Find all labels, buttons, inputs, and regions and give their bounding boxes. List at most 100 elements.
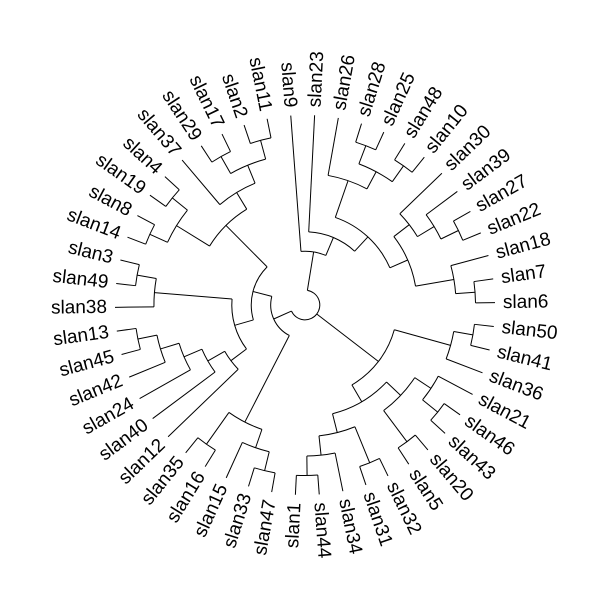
dendrogram-branch xyxy=(366,171,377,190)
dendrogram-branch xyxy=(291,289,321,321)
dendrogram-branch xyxy=(359,457,380,468)
dendrogram-branch xyxy=(121,348,141,355)
dendrogram-branch xyxy=(450,255,489,267)
leaf-label: slan38 xyxy=(51,297,107,319)
dendrogram-branch xyxy=(228,412,263,430)
dendrogram-branch xyxy=(120,259,140,266)
leaf-label: slan26 xyxy=(329,53,359,112)
dendrogram-branch xyxy=(430,419,446,434)
dendrogram-branch xyxy=(358,145,367,165)
dendrogram-branch xyxy=(470,324,475,346)
dendrogram-branch xyxy=(386,381,401,396)
dendrogram-branch xyxy=(393,224,410,237)
dendrogram-branch xyxy=(422,399,439,413)
dendrogram-branch xyxy=(394,143,406,161)
dendrogram-branch xyxy=(176,225,210,247)
dendrogram-branch xyxy=(383,410,408,443)
dendrogram-branch xyxy=(355,123,362,143)
dendrogram-branch xyxy=(474,323,494,328)
dendrogram-branch xyxy=(254,467,276,474)
dendrogram-branch xyxy=(470,344,490,351)
dendrogram-branch xyxy=(462,232,481,241)
leaf-label: slan23 xyxy=(305,51,329,108)
dendrogram-branch xyxy=(264,451,270,471)
dendrogram-branch xyxy=(181,159,221,205)
dendrogram-branch xyxy=(152,371,216,419)
dendrogram-branch xyxy=(453,211,471,222)
leaf-label: slan34 xyxy=(334,497,366,556)
dendrogram-branch xyxy=(290,115,302,252)
dendrogram-branch xyxy=(167,368,239,438)
dendrogram-branch xyxy=(225,442,243,479)
dendrogram-branch xyxy=(354,426,371,463)
dendrogram-branch xyxy=(220,156,232,174)
dendrogram-branch xyxy=(137,274,157,280)
dendrogram-branch xyxy=(355,141,376,151)
dendrogram-branch xyxy=(411,156,425,173)
dendrogram-branch xyxy=(317,475,320,495)
dendrogram-branch xyxy=(160,342,180,350)
dendrogram-branch xyxy=(204,449,216,467)
dendrogram-branch xyxy=(201,348,216,373)
dendrogram-branch xyxy=(154,292,233,300)
dendrogram-branch xyxy=(116,327,137,332)
leaf-label: slan44 xyxy=(309,502,334,560)
dendrogram-branch xyxy=(399,172,443,215)
dendrogram-branch xyxy=(318,426,356,437)
dendrogram-branch xyxy=(247,165,256,184)
dendrogram-branch xyxy=(252,291,272,297)
dendrogram-branch xyxy=(206,412,230,445)
dendrogram-branch xyxy=(167,209,188,243)
dendrogram-branch xyxy=(318,435,322,456)
dendrogram-branch xyxy=(440,230,459,240)
dendrogram-branch xyxy=(234,319,254,326)
dendrogram-branch xyxy=(422,375,439,401)
dendrogram-branch xyxy=(438,375,473,395)
dendrogram-branch xyxy=(270,296,290,336)
dendrogram-branch xyxy=(425,214,442,240)
dendrogram-branch xyxy=(137,215,155,226)
dendrogram-branch xyxy=(417,226,435,238)
dendrogram-branch xyxy=(327,117,339,176)
leaf-label: slan49 xyxy=(51,266,109,293)
leaf-label: slan47 xyxy=(250,498,280,557)
dendrogram-branch xyxy=(244,335,290,423)
dendrogram-branch xyxy=(135,264,140,286)
dendrogram-branch xyxy=(351,384,363,402)
dendrogram-branch xyxy=(273,310,292,320)
dendrogram-branch xyxy=(394,329,451,346)
dendrogram-branch xyxy=(242,442,270,453)
dendrogram-branch xyxy=(375,131,385,151)
dendrogram-branch xyxy=(443,403,461,416)
dendrogram-branch xyxy=(221,133,231,152)
dendrogram-branch xyxy=(248,467,255,487)
dendrogram-branch xyxy=(332,413,338,433)
dendrogram-branch xyxy=(354,236,369,252)
dendrogram-branch xyxy=(394,159,413,173)
leaf-label: slan1 xyxy=(282,502,305,548)
dendrogram-branch xyxy=(116,282,136,287)
dendrogram-branch xyxy=(425,191,458,216)
leaf-label: slan50 xyxy=(501,317,559,344)
dendrogram-branch xyxy=(359,466,367,486)
dendrogram-branch xyxy=(294,475,297,495)
dendrogram-branch xyxy=(389,259,408,269)
dendrogram-branch xyxy=(127,236,146,245)
dendrogram-branch xyxy=(149,194,167,207)
dendrogram-branch xyxy=(414,434,429,451)
dendrogram-branch xyxy=(308,115,316,232)
leaf-label: slan9 xyxy=(276,61,300,108)
dendrogram-branch xyxy=(271,472,276,493)
dendrogram-branch xyxy=(334,180,349,218)
dendrogram-branch xyxy=(178,343,191,371)
dendrogram-branch xyxy=(379,458,389,477)
dendrogram-branch xyxy=(139,369,191,399)
dendrogram-branch xyxy=(325,237,334,256)
dendrogram-branch xyxy=(415,279,454,287)
dendrogram-branch xyxy=(209,208,247,247)
dendrogram-branch xyxy=(153,278,157,307)
dendrogram-branch xyxy=(397,447,410,465)
dendrogram-branch xyxy=(137,334,158,340)
dendrogram-branch xyxy=(197,437,216,451)
